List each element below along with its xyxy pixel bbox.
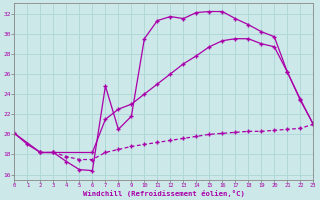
X-axis label: Windchill (Refroidissement éolien,°C): Windchill (Refroidissement éolien,°C) bbox=[83, 190, 245, 197]
